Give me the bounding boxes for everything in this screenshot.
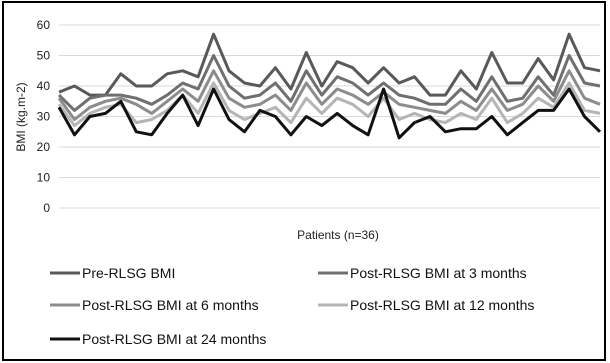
- legend-item-2: Post-RLSG BMI at 6 months: [50, 297, 259, 313]
- y-tick-label: 40: [37, 79, 51, 93]
- legend-item-1: Post-RLSG BMI at 3 months: [318, 265, 527, 281]
- y-tick-label: 60: [37, 18, 51, 32]
- series-line-3: [57, 81, 601, 128]
- legend-label: Pre-RLSG BMI: [82, 265, 175, 281]
- legend-label: Post-RLSG BMI at 12 months: [350, 297, 534, 313]
- legend: Pre-RLSG BMI Post-RLSG BMI at 3 months Pos…: [50, 265, 534, 347]
- series-line-2: [57, 69, 601, 121]
- y-tick-label: 20: [37, 140, 51, 154]
- x-axis-title: Patients (n=36): [297, 228, 379, 242]
- y-tick-label: 30: [37, 110, 51, 124]
- legend-label: Post-RLSG BMI at 3 months: [350, 265, 527, 281]
- series-line-4: [57, 87, 602, 140]
- legend-label: Post-RLSG BMI at 6 months: [82, 297, 259, 313]
- series-line-0: [58, 32, 601, 97]
- y-tick-label: 10: [37, 171, 51, 185]
- legend-item-3: Post-RLSG BMI at 12 months: [318, 297, 534, 313]
- y-tick-label: 0: [43, 201, 50, 215]
- y-tick-label: 50: [37, 49, 51, 63]
- legend-item-4: Post-RLSG BMI at 24 months: [50, 331, 266, 347]
- series-lines: [57, 32, 602, 140]
- series-line-1: [57, 54, 601, 112]
- legend-item-0: Pre-RLSG BMI: [50, 265, 175, 281]
- line-chart: 0 10 20 30 40 50 60 BMI (kg.m-2) Patients (n=3…: [14, 18, 602, 347]
- y-tick-labels: 0 10 20 30 40 50 60: [37, 18, 51, 215]
- legend-label: Post-RLSG BMI at 24 months: [82, 331, 266, 347]
- y-axis-title: BMI (kg.m-2): [14, 82, 28, 151]
